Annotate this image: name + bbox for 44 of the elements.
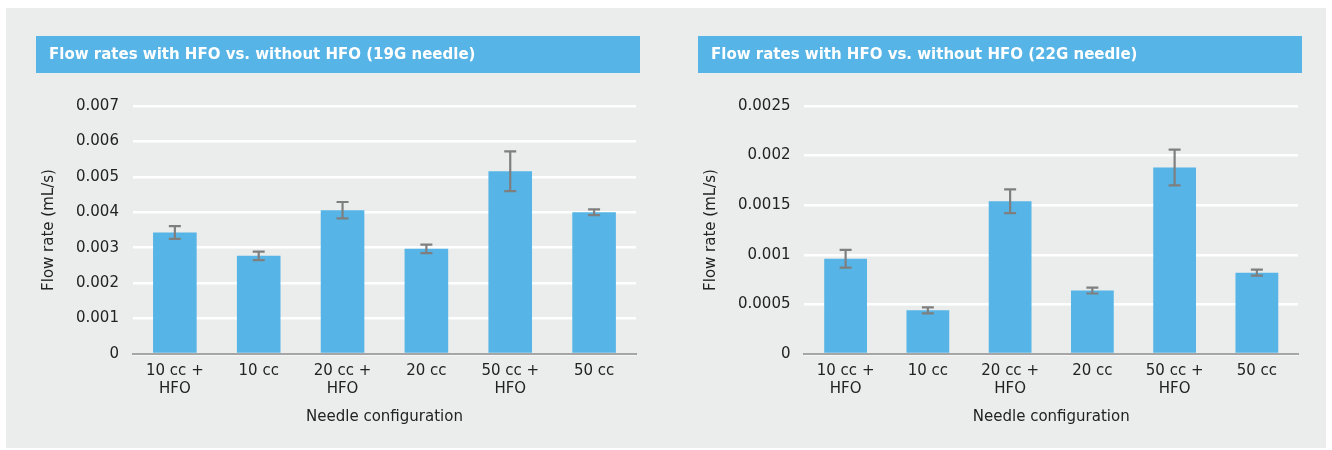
x-tick-label: 10 cc [907,360,949,379]
y-tick-label: 0.0015 [737,195,791,214]
x-tick-label: 50 cc + HFO [481,360,540,397]
x-tick-label: 10 cc + HFO [816,360,875,397]
bar [572,212,616,353]
y-tick-label: 0 [780,343,791,362]
bar [404,248,449,353]
y-tick-label: 0.0025 [737,95,791,114]
y-tick-label: 0.001 [747,244,791,263]
y-tick-label: 0.002 [75,273,119,292]
x-axis-title: Needle configuration [306,406,463,425]
x-tick-label: 20 cc [1072,360,1113,379]
x-tick-label: 50 cc + HFO [1145,360,1204,397]
x-axis-title: Needle configuration [972,406,1130,425]
bar [906,310,950,353]
y-tick-label: 0.002 [747,145,791,164]
bar [1070,290,1114,353]
chart-title: Flow rates with HFO vs. without HFO (19G needle) [36,36,640,73]
y-tick-label: 0.0005 [737,294,791,313]
bar [1153,167,1197,353]
y-tick-label: 0.005 [75,166,119,185]
bar [824,258,867,353]
x-tick-label: 10 cc [238,360,279,379]
y-axis-title: Flow rate (mL/s) [700,169,719,291]
y-tick-label: 0 [109,343,119,362]
bar [488,171,533,353]
chart-title: Flow rates with HFO vs. without HFO (22G needle) [698,36,1302,73]
x-tick-label: 50 cc [1236,360,1278,379]
y-tick-label: 0.003 [75,237,119,256]
y-tick-label: 0.004 [75,202,119,221]
bar [153,232,197,353]
y-axis-title: Flow rate (mL/s) [38,169,57,291]
y-tick-label: 0.006 [75,131,119,150]
bar [236,255,281,353]
x-tick-label: 20 cc [406,360,447,379]
bar [988,201,1032,353]
x-tick-label: 20 cc + HFO [313,360,372,397]
bar [320,210,365,353]
y-tick-label: 0.001 [75,308,119,327]
bar [1235,272,1279,353]
x-tick-label: 20 cc + HFO [981,360,1039,397]
x-tick-label: 50 cc [573,360,615,379]
x-tick-label: 10 cc + HFO [146,360,204,397]
y-tick-label: 0.007 [75,95,119,114]
